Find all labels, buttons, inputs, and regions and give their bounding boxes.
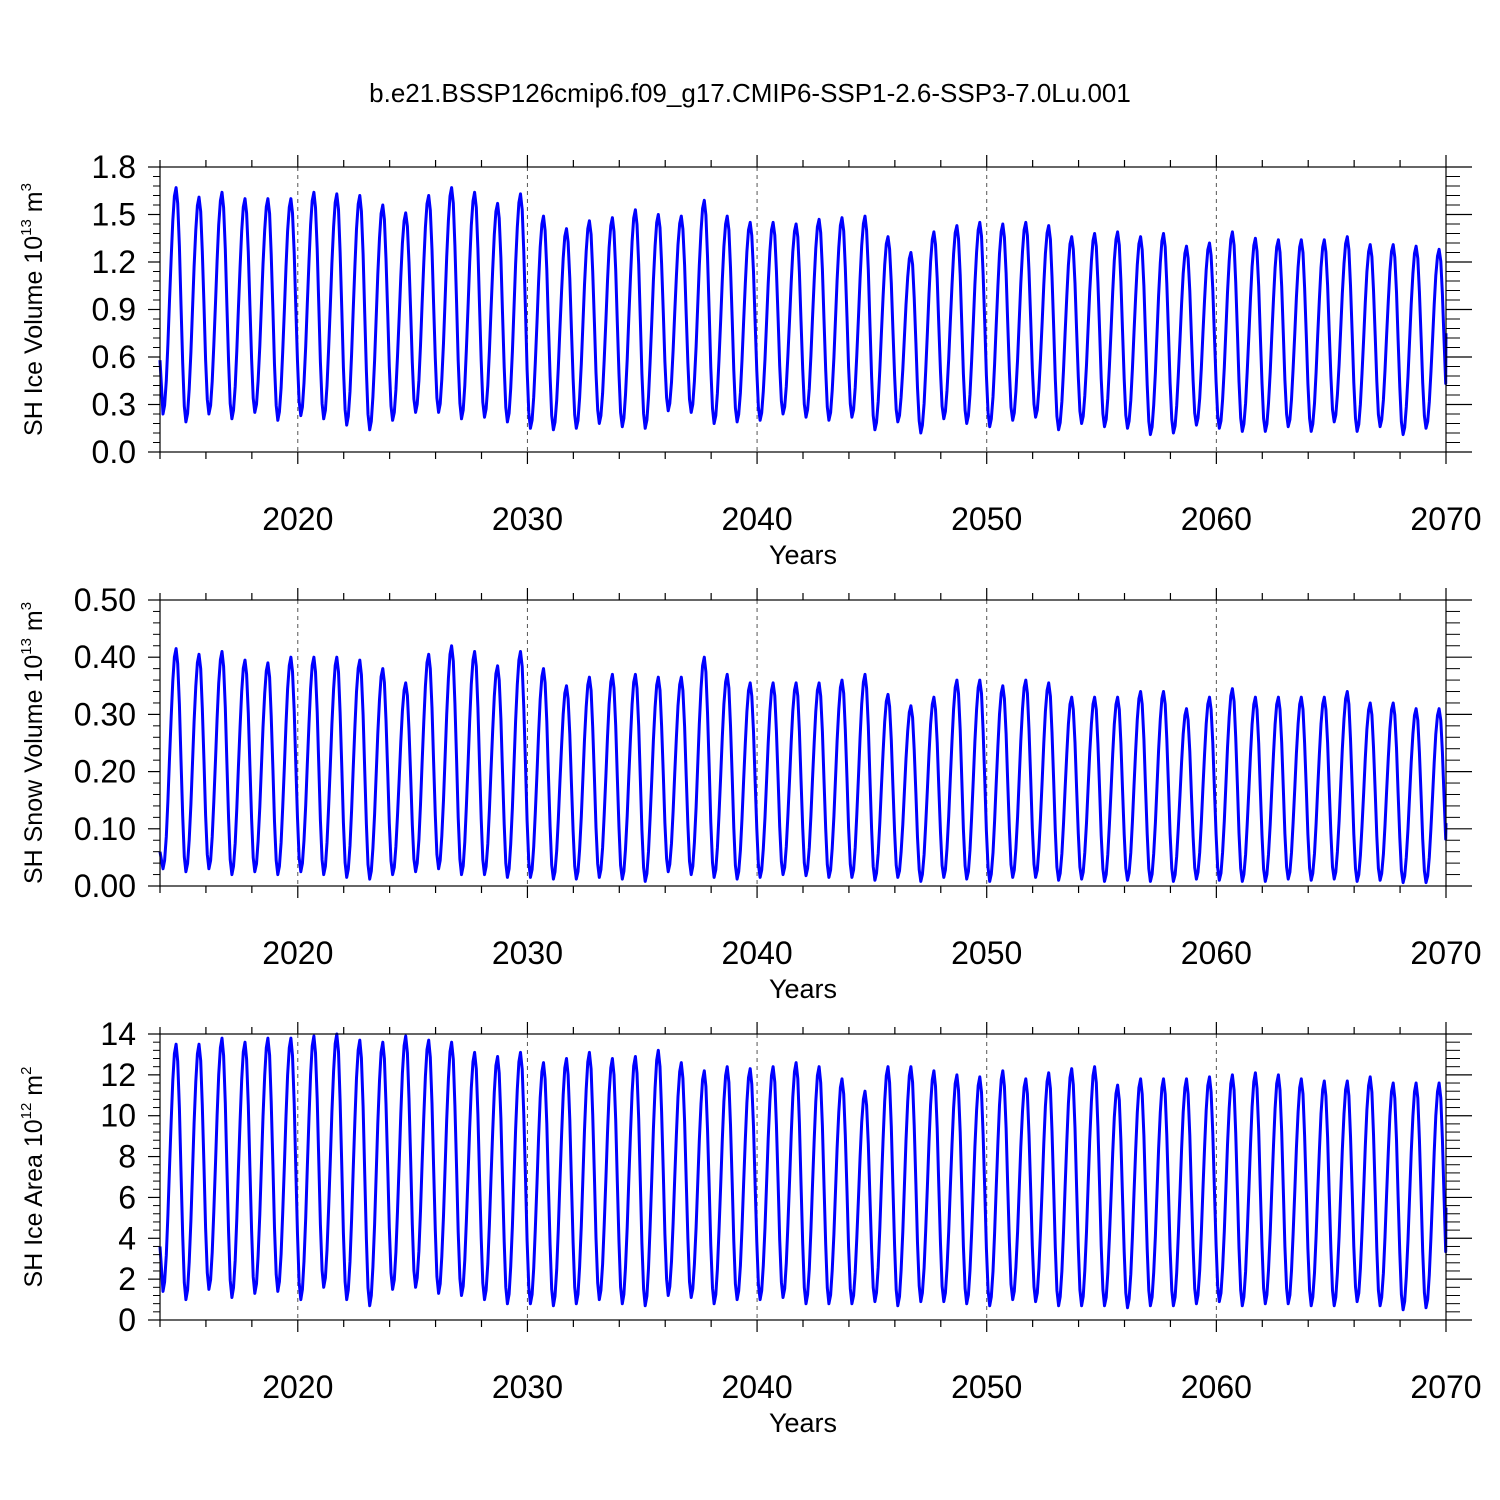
y-tick-label: 0.0 (92, 434, 136, 470)
series-line-sh-snow-volume (158, 644, 1448, 885)
y-tick-label: 0.50 (74, 582, 136, 618)
y-axis-label-unit-exponent: 3 (18, 183, 35, 191)
y-tick-label: 1.2 (92, 244, 136, 280)
x-tick-label: 2070 (1410, 1369, 1481, 1405)
y-tick-label: 0.00 (74, 868, 136, 904)
x-axis-label: Years (769, 540, 837, 570)
y-tick-label: 12 (100, 1057, 136, 1093)
y-tick-label: 1.5 (92, 197, 136, 233)
x-tick-label: 2070 (1410, 501, 1481, 537)
x-tick-label: 2060 (1181, 501, 1252, 537)
y-tick-label: 0.40 (74, 639, 136, 675)
y-axis-label-unit-exponent: 3 (18, 602, 35, 610)
y-tick-label: 6 (118, 1179, 136, 1215)
chart-panel-2: 0.00 0.10 0.20 0.30 0.40 0.50 2020 2030 2040 2050… (18, 582, 1482, 1004)
x-tick-label: 2040 (721, 501, 792, 537)
y-tick-label: 4 (118, 1220, 136, 1256)
x-tick-label: 2060 (1181, 935, 1252, 971)
y-axis-label: SH Snow Volume 1013 m3 (18, 602, 48, 884)
y-axis-label: SH Ice Area 1012 m2 (18, 1067, 48, 1288)
y-tick-label: 0.10 (74, 811, 136, 847)
x-tick-label: 2020 (262, 1369, 333, 1405)
y-axis-label-unit: m (20, 1075, 48, 1103)
x-tick-label: 2030 (492, 501, 563, 537)
x-axis-label: Years (769, 1408, 837, 1438)
x-axis-label: Years (769, 974, 837, 1004)
x-tick-label: 2050 (951, 935, 1022, 971)
x-tick-label: 2050 (951, 1369, 1022, 1405)
y-axis-label-text: SH Ice Area 10 (20, 1119, 48, 1287)
y-tick-label: 0.6 (92, 339, 136, 375)
x-tick-label: 2030 (492, 935, 563, 971)
y-axis-label-text: SH Ice Volume 10 (20, 236, 48, 436)
figure-title: b.e21.BSSP126cmip6.f09_g17.CMIP6-SSP1-2.… (369, 78, 1131, 108)
x-tick-label: 2020 (262, 935, 333, 971)
y-tick-label: 8 (118, 1139, 136, 1175)
y-tick-label: 0.20 (74, 754, 136, 790)
y-tick-label: 0.3 (92, 387, 136, 423)
y-axis-label-exponent: 13 (18, 638, 35, 655)
y-axis-label-exponent: 13 (18, 219, 35, 236)
x-tick-label: 2050 (951, 501, 1022, 537)
chart-panel-3: 0 2 4 6 8 10 12 14 2020 2030 2040 2050 2060 2070 Years… (18, 1016, 1482, 1438)
y-tick-label: 2 (118, 1261, 136, 1297)
x-tick-label: 2040 (721, 935, 792, 971)
x-tick-label: 2040 (721, 1369, 792, 1405)
y-tick-label: 10 (100, 1098, 136, 1134)
chart-panel-1: 0.0 0.3 0.6 0.9 1.2 1.5 1.8 2020 2030 2040 2050 206… (18, 149, 1482, 570)
y-tick-label: 0.9 (92, 292, 136, 328)
y-tick-label: 0.30 (74, 696, 136, 732)
y-tick-label: 14 (100, 1016, 136, 1052)
y-axis-label-unit: m (20, 610, 48, 638)
y-axis-label-unit: m (20, 191, 48, 219)
x-tick-label: 2020 (262, 501, 333, 537)
x-tick-label: 2030 (492, 1369, 563, 1405)
y-tick-label: 1.8 (92, 149, 136, 185)
y-axis-label: SH Ice Volume 1013 m3 (18, 183, 48, 436)
series-line-sh-ice-area (158, 1032, 1448, 1312)
x-tick-label: 2070 (1410, 935, 1481, 971)
y-axis-label-unit-exponent: 2 (18, 1067, 35, 1075)
series-line-sh-ice-volume (158, 186, 1448, 437)
y-axis-label-text: SH Snow Volume 10 (20, 655, 48, 884)
y-axis-label-exponent: 12 (18, 1103, 35, 1120)
x-tick-label: 2060 (1181, 1369, 1252, 1405)
y-tick-label: 0 (118, 1302, 136, 1338)
